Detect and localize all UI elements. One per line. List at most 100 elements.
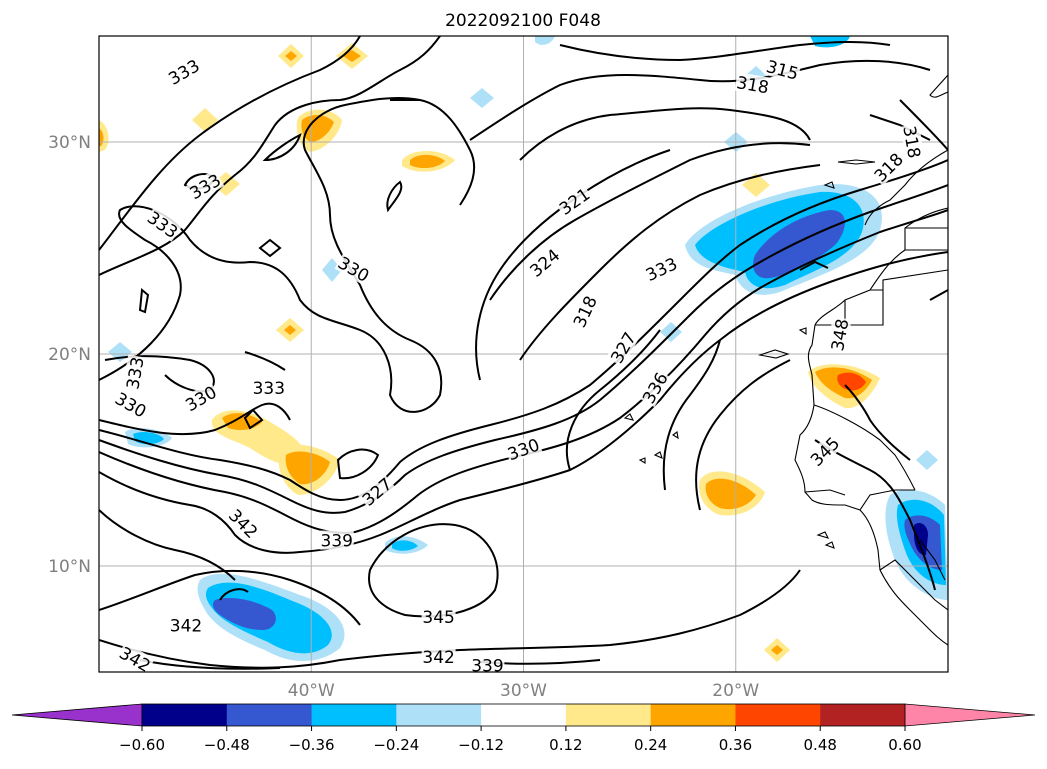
contour-line [243, 408, 264, 430]
contour-label-text: 342 [422, 648, 454, 668]
island [638, 457, 646, 464]
shade-orange [705, 478, 756, 510]
shade-orange [285, 451, 330, 485]
shade-blue-sw-dark [212, 598, 276, 630]
contour-line [368, 523, 499, 618]
contour-line [899, 99, 948, 151]
contour-line [99, 159, 948, 502]
shade-blue-spot [916, 450, 938, 470]
colorbar-tick-label: −0.24 [373, 736, 419, 754]
map-title: 2022092100 F048 [445, 11, 601, 31]
africa-border [804, 489, 846, 496]
contour-label-bg [900, 123, 925, 161]
contour-label-bg [115, 642, 155, 672]
contour-label: 318 [734, 71, 772, 98]
contour-label-text: 342 [170, 616, 202, 636]
contour-line [138, 288, 150, 314]
contour-label-bg [181, 381, 221, 415]
contour-label-bg [637, 368, 672, 408]
colorbar-under-triangle [11, 703, 143, 727]
colorbar-segment [820, 704, 906, 726]
contour-line [104, 355, 215, 393]
contour-label-bg [525, 244, 564, 281]
contour-label-text: 339 [320, 532, 352, 552]
contour-label-text: 333 [253, 379, 285, 399]
contour-label-bg [251, 377, 286, 397]
island [816, 531, 830, 539]
contour-line [262, 133, 302, 162]
contour-line [99, 509, 236, 581]
shade-blue-spot [470, 88, 494, 108]
contour-label-bg [143, 206, 183, 242]
contour-label-bg [334, 252, 374, 286]
contour-label-bg [568, 291, 601, 331]
contour-line [475, 149, 671, 381]
colorbar-segment [226, 704, 313, 726]
contour-label: 348 [826, 316, 853, 354]
contour-line [386, 180, 403, 213]
island [823, 181, 835, 189]
map-plot-area: 3153183183183213243183333273363483453303… [99, 36, 948, 672]
africa-border [813, 404, 916, 491]
contour-line [139, 659, 281, 670]
latitude-tick-labels: 30°N 20°N 10°N [48, 133, 91, 577]
colorbar-tick-label: −0.60 [119, 736, 165, 754]
contour-label-bg [826, 316, 852, 354]
shade-blue-spot [322, 258, 342, 282]
contour-label: 333 [251, 377, 286, 399]
map-frame [98, 35, 949, 673]
colorbar-tick-label: −0.12 [458, 736, 504, 754]
contour-line [519, 107, 811, 161]
island [824, 541, 835, 549]
contour-label-bg [224, 504, 263, 542]
africa-border [919, 539, 946, 581]
colorbar-segment [565, 704, 652, 726]
contour-label: 342 [169, 615, 204, 636]
colorbar-segment [396, 704, 482, 726]
contour-label-bg [357, 473, 396, 510]
shade-blue-spot [392, 540, 418, 551]
africa-border [879, 559, 948, 611]
contour-label-bg [763, 55, 802, 84]
lat-tick-label: 10°N [48, 557, 91, 577]
lon-tick-label: 40°W [288, 681, 335, 701]
colorbar-frame [141, 703, 906, 727]
colorbar-over-triangle [904, 703, 1036, 727]
contour-line [219, 588, 249, 601]
contour-line [565, 329, 661, 471]
contour-label-bg [470, 655, 505, 672]
contour-label-bg [421, 606, 456, 626]
contour-label: 339 [319, 530, 354, 552]
island [837, 159, 876, 165]
contour-label-bg [111, 387, 151, 422]
contour-line [814, 439, 936, 591]
africa-border [870, 269, 948, 291]
colorbar-tick-label: −0.48 [204, 736, 250, 754]
contour-line [99, 251, 948, 554]
shade-orange [301, 114, 334, 142]
island [623, 413, 635, 421]
contour-label: 342 [421, 647, 456, 668]
shade-blue-se-core [914, 523, 928, 556]
contour-line [929, 289, 948, 301]
shade-spot [284, 325, 296, 335]
lat-tick-label: 20°N [48, 345, 91, 365]
contour-label-bg [504, 434, 543, 464]
contour-line [489, 142, 811, 301]
africa-coast [794, 207, 948, 646]
colorbar-tick-label: 0.12 [549, 736, 582, 754]
contour-label-bg [421, 647, 456, 667]
contour-line [244, 351, 286, 371]
shade-blue-top2 [535, 36, 555, 45]
coastlines [623, 36, 948, 646]
contour-line [844, 384, 911, 461]
island [672, 431, 679, 440]
africa-border [859, 489, 915, 511]
contour-line [799, 260, 829, 271]
contour-line [258, 238, 282, 258]
contour-label: 339 [470, 655, 505, 672]
shade-orange [410, 154, 445, 169]
colorbar-segment [650, 704, 736, 726]
